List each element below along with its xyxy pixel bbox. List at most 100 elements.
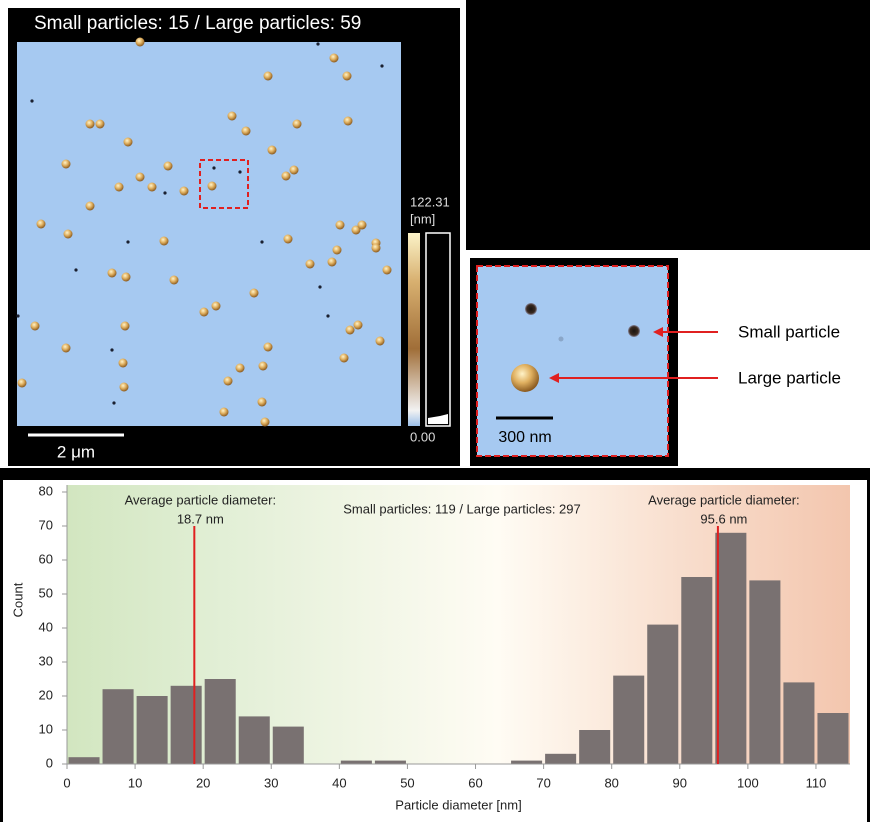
particle xyxy=(163,161,173,171)
particle xyxy=(85,119,95,129)
colorbar xyxy=(408,233,420,426)
bar xyxy=(102,689,134,764)
particle-small xyxy=(112,401,116,405)
particle xyxy=(85,201,95,211)
particle xyxy=(382,265,392,275)
particle-small xyxy=(316,42,320,46)
x-tick-label: 70 xyxy=(536,775,550,790)
bar xyxy=(238,716,270,764)
bar xyxy=(272,726,304,764)
particle xyxy=(327,257,337,267)
particle xyxy=(17,378,27,388)
colorbar-max: 122.31 xyxy=(410,194,450,209)
bar xyxy=(579,730,611,764)
bar xyxy=(783,682,815,764)
particle xyxy=(249,288,259,298)
particle xyxy=(199,307,209,317)
faint-particle xyxy=(558,336,564,342)
particle xyxy=(343,116,353,126)
particle xyxy=(257,397,267,407)
particle xyxy=(118,358,128,368)
annotation-text: Average particle diameter: xyxy=(648,492,800,507)
y-tick-label: 10 xyxy=(39,721,53,736)
particle xyxy=(30,321,40,331)
bar xyxy=(68,757,100,764)
particle-small xyxy=(318,285,322,289)
x-tick-label: 110 xyxy=(806,775,827,790)
small-particle xyxy=(628,325,640,337)
particle-small xyxy=(126,240,130,244)
particle xyxy=(375,336,385,346)
bar xyxy=(340,760,372,764)
inset-image xyxy=(476,265,669,457)
particle xyxy=(353,320,363,330)
y-tick-label: 30 xyxy=(39,653,53,668)
annotation-label: 18.7 nm xyxy=(177,511,224,526)
subtitle: Small particles: 119 / Large particles: … xyxy=(343,501,581,516)
particle xyxy=(263,342,273,352)
bar xyxy=(136,696,168,764)
particle-small xyxy=(380,64,384,68)
bar xyxy=(374,760,406,764)
afm-image xyxy=(17,42,401,426)
panel-title: Small particles: 15 / Large particles: 5… xyxy=(34,13,361,34)
particles xyxy=(16,37,392,427)
x-tick-label: 60 xyxy=(468,775,482,790)
particle xyxy=(241,126,251,136)
histogram: 0 10 20 30 40 50 60 70 80 90 100 110 0 10 20 30 40 50 60 70… xyxy=(10,483,850,812)
blank-panel xyxy=(466,0,870,250)
particle xyxy=(219,407,229,417)
particle xyxy=(267,145,277,155)
y-tick-label: 50 xyxy=(39,585,53,600)
particle xyxy=(289,165,299,175)
bar xyxy=(817,713,849,764)
particle xyxy=(147,182,157,192)
particle xyxy=(235,363,245,373)
particle xyxy=(283,234,293,244)
colorbar-unit: [nm] xyxy=(410,211,435,226)
particle xyxy=(95,119,105,129)
y-tick-label: 80 xyxy=(39,483,53,498)
particle xyxy=(345,325,355,335)
particle xyxy=(119,382,129,392)
bar xyxy=(204,679,236,764)
inset-scale-label: 300 nm xyxy=(498,429,551,446)
particle xyxy=(263,71,273,81)
particle-small xyxy=(163,191,167,195)
x-tick-label: 90 xyxy=(673,775,687,790)
scale-bar-label: 2 μm xyxy=(57,442,95,461)
bar xyxy=(681,577,713,764)
callout-label: Small particle xyxy=(738,322,840,341)
large-particle xyxy=(511,364,539,392)
x-tick-label: 40 xyxy=(332,775,346,790)
particle xyxy=(135,37,145,47)
particle xyxy=(371,243,381,253)
particle xyxy=(227,111,237,121)
particle xyxy=(169,275,179,285)
particle xyxy=(258,361,268,371)
x-axis-label: Particle diameter [nm] xyxy=(395,797,521,812)
colorbar-min: 0.00 xyxy=(410,429,435,444)
bar xyxy=(545,753,577,764)
bar xyxy=(170,685,202,764)
bar xyxy=(749,580,781,764)
particle xyxy=(107,268,117,278)
particle-small xyxy=(238,170,242,174)
particle xyxy=(292,119,302,129)
particle xyxy=(329,53,339,63)
y-tick-label: 20 xyxy=(39,687,53,702)
particle-small xyxy=(74,268,78,272)
zoom-box xyxy=(199,159,249,209)
y-tick-label: 60 xyxy=(39,551,53,566)
particle xyxy=(63,229,73,239)
particle xyxy=(305,259,315,269)
bar xyxy=(511,760,543,764)
particle xyxy=(211,301,221,311)
x-tick-label: 30 xyxy=(264,775,278,790)
y-axis-label: Count xyxy=(10,582,25,617)
particle xyxy=(61,159,71,169)
particle xyxy=(357,220,367,230)
particle-small xyxy=(260,240,264,244)
particle xyxy=(207,181,217,191)
